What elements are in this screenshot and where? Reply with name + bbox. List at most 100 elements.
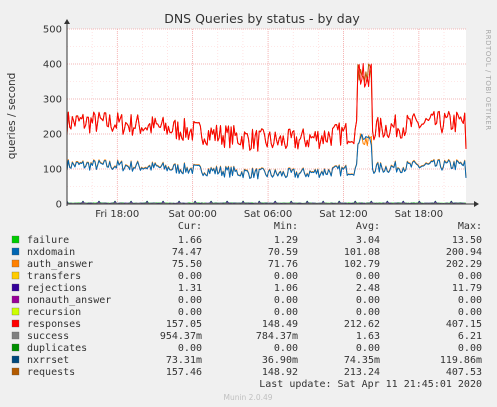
legend-value: 0.00 bbox=[458, 307, 482, 318]
x-axis-arrow bbox=[474, 201, 479, 207]
legend-value: 75.50 bbox=[172, 259, 202, 270]
y-tick-labels: 0 100 200 300 400 500 bbox=[43, 25, 62, 211]
legend-swatch-recursion bbox=[11, 307, 20, 316]
legend-value: 0.00 bbox=[178, 295, 202, 306]
legend-label-transfers: transfers bbox=[27, 271, 81, 282]
legend-value: 0.00 bbox=[274, 271, 298, 282]
legend-swatch-nxdomain bbox=[11, 247, 20, 256]
legend-value: 954.37m bbox=[160, 331, 202, 342]
chart-title: DNS Queries by status - by day bbox=[164, 11, 360, 26]
x-tick-label: Fri 18:00 bbox=[95, 209, 139, 220]
legend-label-nxdomain: nxdomain bbox=[27, 247, 75, 258]
legend-value: 213.24 bbox=[344, 367, 380, 378]
legend-swatch-success bbox=[11, 331, 20, 340]
legend-label-recursion: recursion bbox=[27, 307, 81, 318]
legend-swatch-requests bbox=[11, 367, 20, 376]
legend-value: 0.00 bbox=[178, 343, 202, 354]
legend-value: 157.05 bbox=[166, 319, 202, 330]
axes bbox=[64, 19, 479, 207]
legend-value: 36.90m bbox=[262, 355, 298, 366]
legend-value: 73.31m bbox=[166, 355, 202, 366]
legend-column-header: Avg: bbox=[356, 221, 380, 232]
legend-value: 119.86m bbox=[440, 355, 482, 366]
legend-swatch-nonauth-answer bbox=[11, 295, 20, 304]
legend: Cur: Min: Avg: Max: failure 1.66 1.29 3.04 13.50… bbox=[11, 221, 482, 378]
legend-value: 1.31 bbox=[178, 283, 202, 294]
legend-value: 101.08 bbox=[344, 247, 380, 258]
legend-value: 6.21 bbox=[458, 331, 482, 342]
legend-value: 202.29 bbox=[446, 259, 482, 270]
legend-swatch-failure bbox=[11, 235, 20, 244]
legend-value: 407.15 bbox=[446, 319, 482, 330]
legend-label-failure: failure bbox=[27, 235, 69, 246]
legend-value: 407.53 bbox=[446, 367, 482, 378]
legend-value: 0.00 bbox=[356, 295, 380, 306]
legend-value: 71.76 bbox=[268, 259, 298, 270]
legend-value: 0.00 bbox=[274, 343, 298, 354]
legend-value: 2.48 bbox=[356, 283, 380, 294]
legend-swatch-rejections bbox=[11, 283, 20, 292]
x-tick-label: Sat 12:00 bbox=[319, 209, 367, 220]
legend-value: 784.37m bbox=[256, 331, 298, 342]
legend-value: 0.00 bbox=[274, 295, 298, 306]
legend-value: 200.94 bbox=[446, 247, 482, 258]
legend-value: 0.00 bbox=[178, 271, 202, 282]
legend-swatch-nxrrset bbox=[11, 355, 20, 364]
legend-swatch-duplicates bbox=[11, 343, 20, 352]
series-line-responses bbox=[66, 63, 467, 152]
legend-label-rejections: rejections bbox=[27, 283, 87, 294]
x-tick-label: Sat 06:00 bbox=[244, 209, 292, 220]
y-tick-label: 400 bbox=[43, 60, 62, 71]
legend-value: 1.06 bbox=[274, 283, 298, 294]
legend-label-nonauth-answer: nonauth_answer bbox=[27, 295, 111, 306]
legend-value: 0.00 bbox=[458, 295, 482, 306]
legend-value: 11.79 bbox=[452, 283, 482, 294]
legend-value: 102.79 bbox=[344, 259, 380, 270]
munin-version: Munin 2.0.49 bbox=[223, 393, 272, 402]
legend-label-duplicates: duplicates bbox=[27, 343, 87, 354]
y-tick-label: 200 bbox=[43, 130, 62, 141]
legend-value: 0.00 bbox=[356, 307, 380, 318]
y-tick-label: 300 bbox=[43, 95, 62, 106]
x-tick-label: Sat 18:00 bbox=[395, 209, 443, 220]
legend-value: 3.04 bbox=[356, 235, 380, 246]
legend-value: 0.00 bbox=[178, 307, 202, 318]
legend-value: 212.62 bbox=[344, 319, 380, 330]
legend-value: 0.00 bbox=[458, 271, 482, 282]
legend-column-header: Max: bbox=[458, 221, 482, 232]
legend-label-auth-answer: auth_answer bbox=[27, 259, 93, 270]
legend-column-header: Min: bbox=[274, 221, 298, 232]
legend-label-nxrrset: nxrrset bbox=[27, 355, 69, 366]
legend-label-success: success bbox=[27, 331, 69, 342]
legend-value: 148.49 bbox=[262, 319, 298, 330]
legend-value: 0.00 bbox=[356, 343, 380, 354]
x-tick-labels: Fri 18:00 Sat 00:00 Sat 06:00 Sat 12:00 Sat … bbox=[95, 209, 443, 220]
legend-value: 74.47 bbox=[172, 247, 202, 258]
legend-value: 1.63 bbox=[356, 331, 380, 342]
legend-value: 0.00 bbox=[458, 343, 482, 354]
legend-value: 0.00 bbox=[274, 307, 298, 318]
legend-swatch-transfers bbox=[11, 271, 20, 280]
legend-value: 0.00 bbox=[356, 271, 380, 282]
legend-value: 148.92 bbox=[262, 367, 298, 378]
x-tick-label: Sat 00:00 bbox=[168, 209, 216, 220]
legend-value: 13.50 bbox=[452, 235, 482, 246]
y-axis-arrow bbox=[64, 19, 70, 24]
y-tick-label: 0 bbox=[56, 200, 62, 211]
legend-value: 70.59 bbox=[268, 247, 298, 258]
y-tick-label: 500 bbox=[43, 25, 62, 36]
legend-value: 157.46 bbox=[166, 367, 202, 378]
legend-value: 1.66 bbox=[178, 235, 202, 246]
y-axis-label: queries / second bbox=[6, 73, 18, 160]
legend-label-responses: responses bbox=[27, 319, 81, 330]
rrdtool-credit: RRDTOOL / TOBI OETIKER bbox=[484, 29, 492, 130]
legend-column-header: Cur: bbox=[178, 221, 202, 232]
legend-swatch-responses bbox=[11, 319, 20, 328]
legend-label-requests: requests bbox=[27, 367, 75, 378]
series-line-nxdomain bbox=[66, 133, 467, 180]
legend-value: 1.29 bbox=[274, 235, 298, 246]
last-update: Last update: Sat Apr 11 21:45:01 2020 bbox=[259, 379, 482, 390]
y-tick-label: 100 bbox=[43, 165, 62, 176]
